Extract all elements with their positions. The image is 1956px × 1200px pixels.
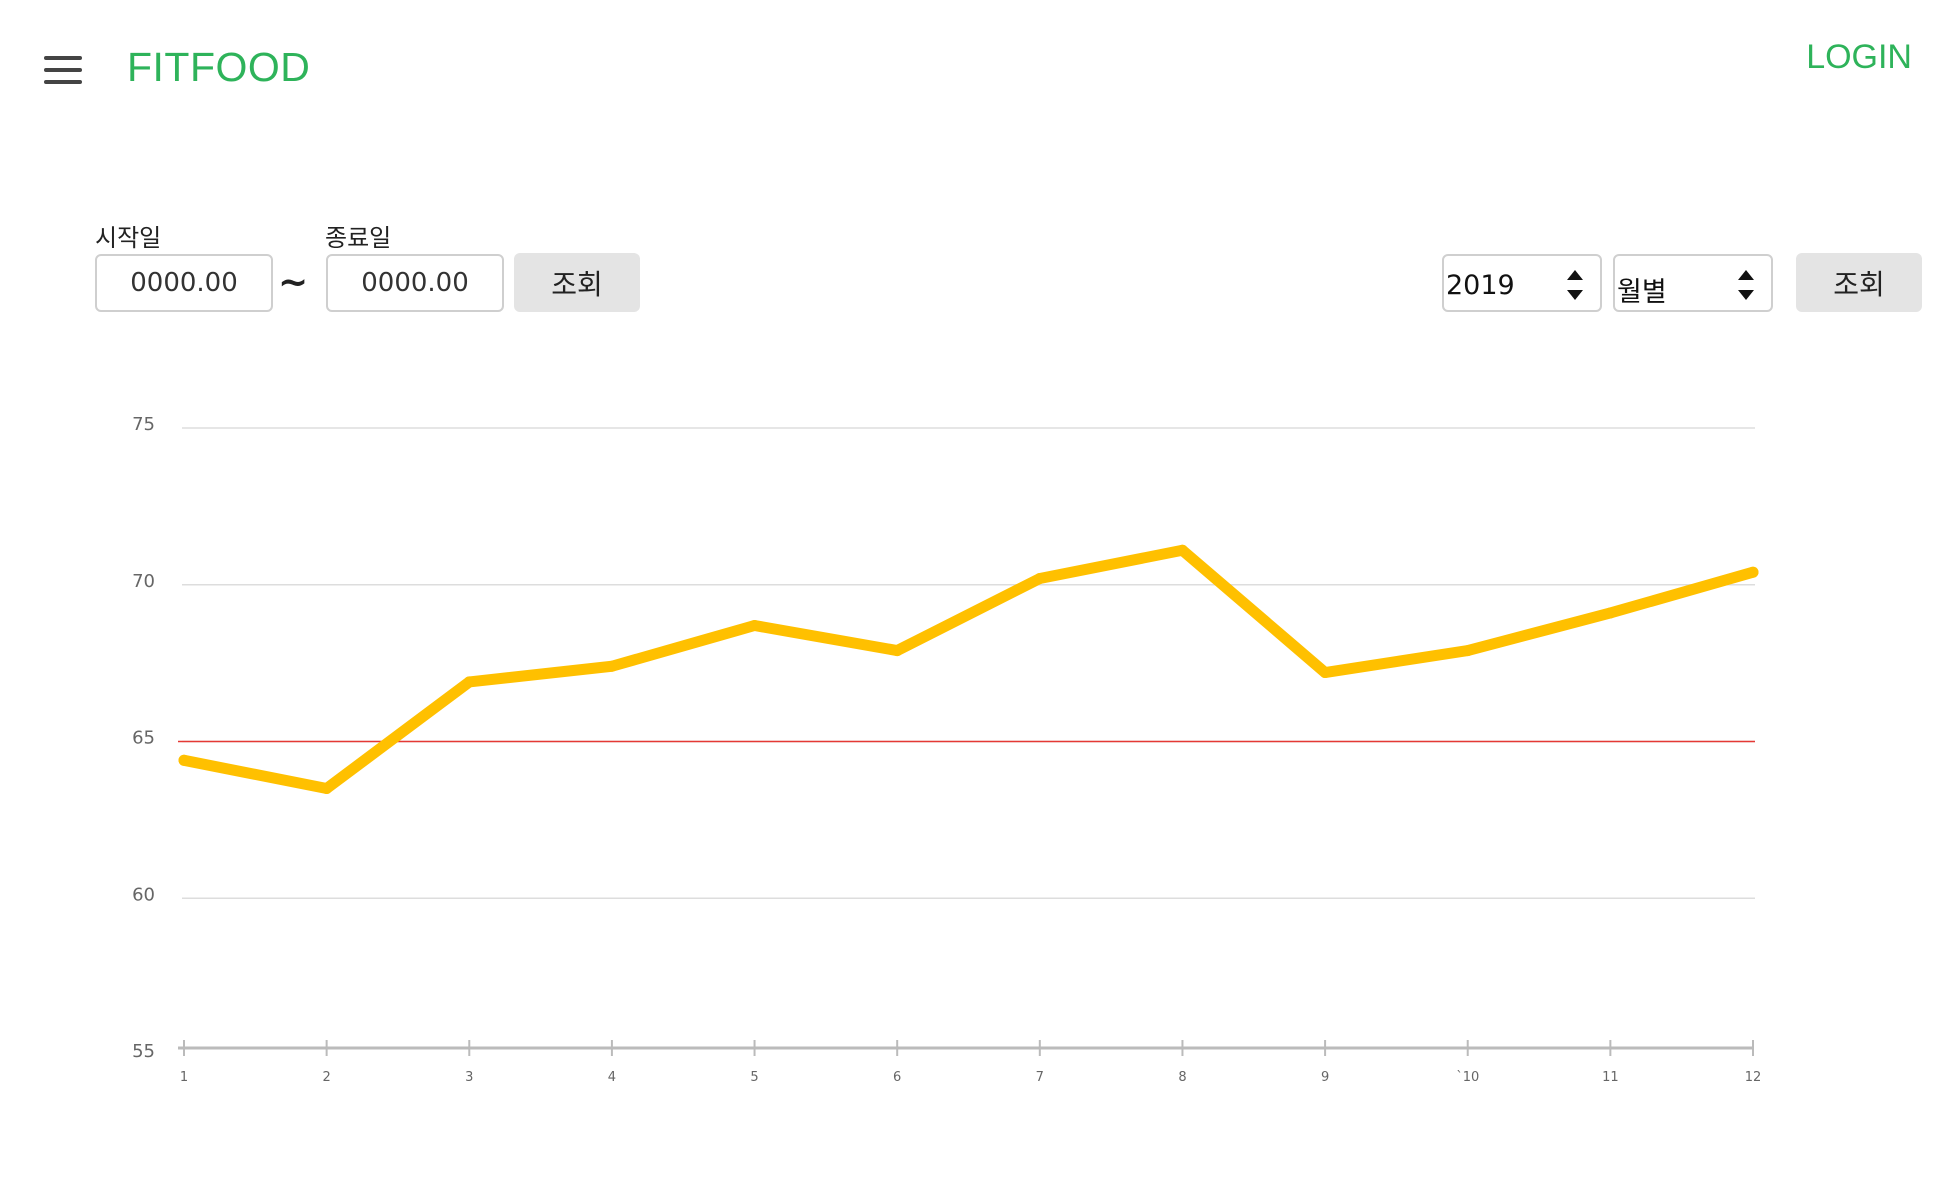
data-point — [464, 676, 475, 687]
x-tick-label: 7 — [1036, 1070, 1044, 1085]
x-tick-label: 12 — [1745, 1070, 1762, 1085]
date-search-button[interactable]: 조회 — [514, 253, 640, 312]
x-tick-label: 3 — [465, 1070, 473, 1085]
hamburger-menu-icon[interactable] — [40, 52, 86, 88]
y-tick-label: 65 — [132, 728, 155, 749]
triangle-up-icon[interactable] — [1738, 270, 1754, 280]
year-spinner-arrows[interactable] — [1566, 268, 1584, 302]
x-tick-label: 1 — [180, 1070, 188, 1085]
data-point — [321, 783, 332, 794]
menu-bar — [44, 68, 82, 72]
y-tick-label: 70 — [132, 571, 155, 592]
year-value: 2019 — [1446, 270, 1515, 301]
series-line — [184, 550, 1753, 788]
data-point — [1034, 573, 1045, 584]
x-tick-label: 2 — [322, 1070, 330, 1085]
period-search-button[interactable]: 조회 — [1796, 253, 1922, 312]
period-value: 월별 — [1617, 270, 1667, 309]
data-point — [1320, 667, 1331, 678]
brand-logo[interactable]: FITFOOD — [127, 44, 310, 91]
x-tick-label: 8 — [1178, 1070, 1186, 1085]
end-date-input[interactable] — [326, 254, 504, 312]
x-tick-label: 4 — [608, 1070, 616, 1085]
data-point — [1605, 607, 1616, 618]
x-tick-label: `10 — [1456, 1070, 1479, 1085]
data-point — [1748, 567, 1759, 578]
x-tick-label: 9 — [1321, 1070, 1329, 1085]
triangle-down-icon[interactable] — [1567, 290, 1583, 300]
start-date-input[interactable] — [95, 254, 273, 312]
menu-bar — [44, 80, 82, 84]
menu-bar — [44, 56, 82, 60]
data-point — [1462, 645, 1473, 656]
x-tick-label: 6 — [893, 1070, 901, 1085]
login-link[interactable]: LOGIN — [1806, 38, 1912, 77]
y-tick-label: 75 — [132, 414, 155, 435]
triangle-up-icon[interactable] — [1567, 270, 1583, 280]
y-tick-label: 60 — [132, 884, 155, 905]
date-range-separator: ~ — [278, 262, 308, 303]
data-point — [179, 755, 190, 766]
year-spinner[interactable]: 2019 — [1442, 254, 1602, 312]
end-date-label: 종료일 — [325, 218, 391, 253]
y-tick-label: 55 — [132, 1041, 155, 1062]
data-point — [892, 645, 903, 656]
start-date-label: 시작일 — [95, 218, 161, 253]
data-point — [749, 620, 760, 631]
triangle-down-icon[interactable] — [1738, 290, 1754, 300]
period-spinner[interactable]: 월별 — [1613, 254, 1773, 312]
data-point — [606, 661, 617, 672]
data-point — [1177, 545, 1188, 556]
x-tick-label: 5 — [750, 1070, 758, 1085]
period-spinner-arrows[interactable] — [1737, 268, 1755, 302]
x-tick-label: 11 — [1602, 1070, 1619, 1085]
